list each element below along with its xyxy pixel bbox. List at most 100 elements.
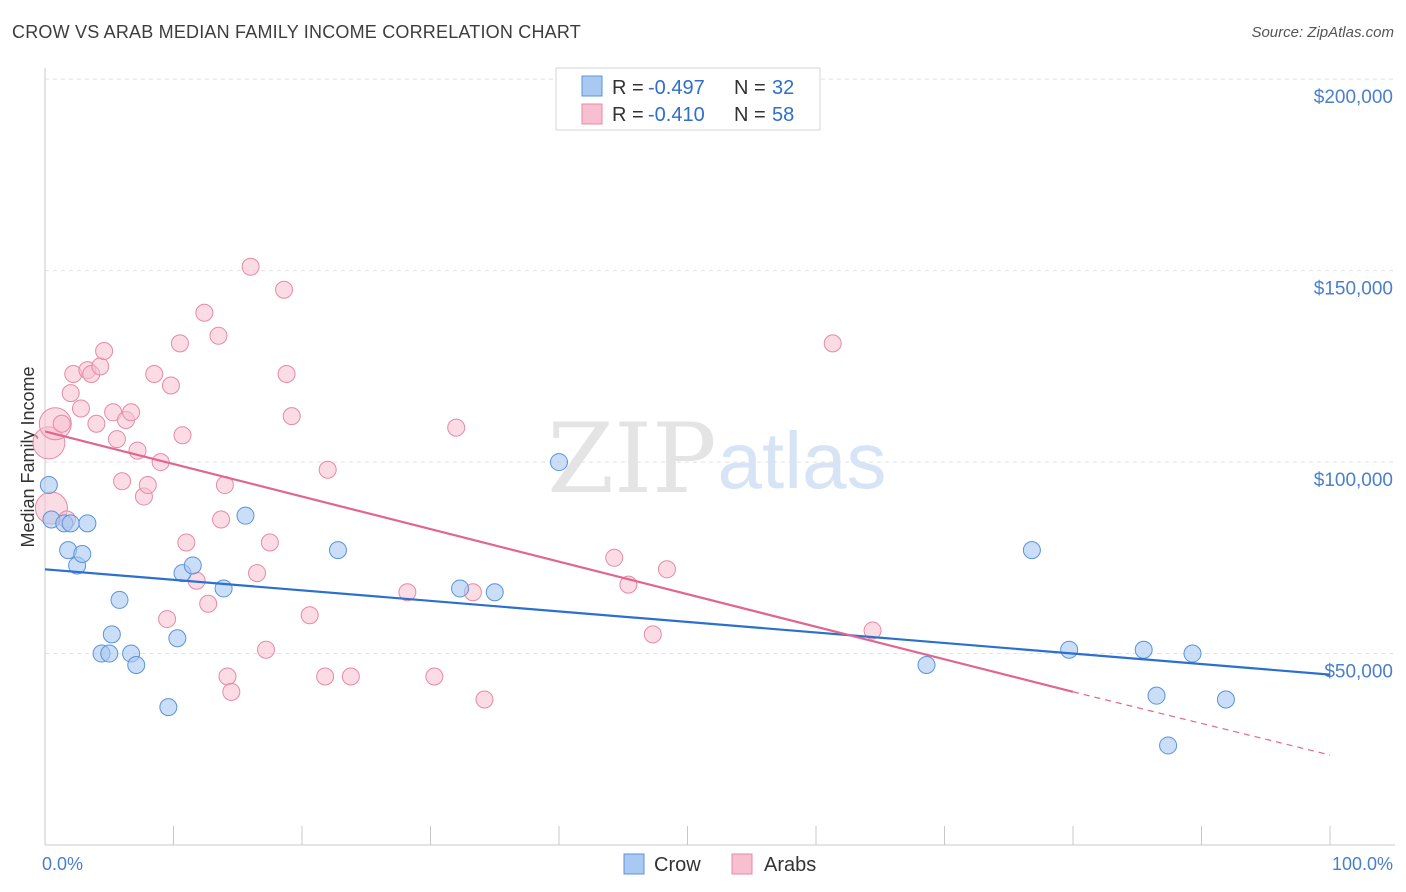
arab-point xyxy=(209,326,228,345)
x-tick-label: 100.0% xyxy=(1332,854,1393,874)
watermark: ZIP atlas xyxy=(547,403,886,515)
arab-point xyxy=(212,510,231,529)
crow-point xyxy=(102,625,121,644)
y-tick-label: $200,000 xyxy=(1314,87,1393,108)
bottom-legend: Crow Arabs xyxy=(623,853,816,876)
crow-point xyxy=(917,656,936,675)
bottom-legend-swatch-crow xyxy=(623,853,645,875)
legend-n-value-crow: 32 xyxy=(772,77,794,99)
legend-r-value-crow: -0.497 xyxy=(648,77,705,99)
legend-box: R = -0.497 N = 32 R = -0.410 N = 58 xyxy=(555,67,821,131)
arab-point xyxy=(277,365,296,383)
chart-source: Source: ZipAtlas.com xyxy=(1251,24,1394,41)
arab-point xyxy=(177,533,196,552)
arab-point xyxy=(248,564,267,583)
arab-point xyxy=(241,257,260,276)
crow-point xyxy=(1147,686,1166,705)
arab-point xyxy=(425,667,444,686)
crow-point xyxy=(127,656,146,675)
arab-point xyxy=(300,606,319,625)
arab-point xyxy=(61,384,80,403)
y-axis-label: Median Family Income xyxy=(18,366,38,547)
legend-swatch-arab xyxy=(581,103,603,125)
arab-point xyxy=(275,280,294,299)
arab-point xyxy=(222,682,241,701)
crow-point xyxy=(39,476,58,495)
arab-point xyxy=(605,548,624,567)
arab-trend-extension xyxy=(1072,691,1331,756)
arab-point xyxy=(199,594,218,613)
arab-point xyxy=(122,403,141,422)
y-tick-label: $150,000 xyxy=(1314,279,1393,300)
crow-point xyxy=(100,644,119,663)
crow-point xyxy=(183,556,202,575)
arab-point xyxy=(91,357,110,376)
crow-point xyxy=(328,541,347,560)
legend-n-value-arab: 58 xyxy=(772,104,794,126)
crow-point xyxy=(73,544,92,563)
arab-point xyxy=(260,533,279,552)
arab-point xyxy=(823,334,842,353)
legend-n-label-crow: N = xyxy=(734,77,766,99)
arab-point xyxy=(341,667,360,686)
crow-point xyxy=(1183,644,1202,663)
arab-point xyxy=(257,640,276,659)
y-tick-label: $100,000 xyxy=(1314,470,1393,491)
bottom-legend-arab: Arabs xyxy=(764,854,816,876)
crow-point xyxy=(1022,541,1041,560)
x-tick-labels: 0.0% 100.0% xyxy=(42,854,1393,874)
arab-point xyxy=(138,476,157,495)
crow-point xyxy=(550,453,568,472)
arab-trend-line xyxy=(44,430,1074,693)
crow-trend-line xyxy=(44,568,1331,676)
crow-point xyxy=(485,583,504,602)
legend-r-label-crow: R = xyxy=(612,77,644,99)
crow-point xyxy=(78,514,97,533)
crow-point xyxy=(1060,640,1079,659)
arab-point xyxy=(113,472,132,491)
arab-point xyxy=(447,418,466,437)
crow-point xyxy=(1134,640,1153,659)
arab-point xyxy=(398,583,417,602)
arab-point xyxy=(71,399,90,418)
legend-n-label-arab: N = xyxy=(734,104,766,126)
watermark-atlas: atlas xyxy=(718,416,887,505)
x-tick-label: 0.0% xyxy=(42,854,83,874)
crow-point xyxy=(168,629,187,648)
crow-point xyxy=(159,698,178,717)
trend-lines xyxy=(44,430,1331,756)
legend-r-label-arab: R = xyxy=(612,104,644,126)
legend-swatch-crow xyxy=(581,75,603,97)
arab-point xyxy=(195,303,214,322)
arab-point xyxy=(52,414,71,433)
chart-title: CROW VS ARAB MEDIAN FAMILY INCOME CORREL… xyxy=(12,22,581,42)
arab-point xyxy=(218,667,237,686)
grid-lines xyxy=(45,78,1395,655)
series-arabs xyxy=(32,257,882,709)
arab-point xyxy=(161,376,180,395)
bottom-legend-crow: Crow xyxy=(654,854,701,876)
arab-point xyxy=(87,414,106,433)
crow-point xyxy=(61,514,80,533)
crow-point xyxy=(451,579,470,598)
arab-point xyxy=(316,667,335,686)
crow-point xyxy=(110,590,129,609)
crow-point xyxy=(1159,736,1178,755)
arab-point xyxy=(95,342,114,361)
arab-point xyxy=(318,460,337,479)
arab-point xyxy=(282,407,301,426)
watermark-zip: ZIP xyxy=(547,403,716,515)
arab-point xyxy=(863,621,882,640)
arab-point xyxy=(107,430,126,449)
bottom-legend-swatch-arab xyxy=(731,853,753,875)
arab-point xyxy=(643,625,662,644)
arab-point xyxy=(475,690,494,709)
arab-point xyxy=(173,426,192,445)
legend-r-value-arab: -0.410 xyxy=(648,104,705,126)
crow-point xyxy=(236,506,255,525)
arab-point xyxy=(158,610,177,629)
crow-point xyxy=(1216,690,1235,709)
arab-point xyxy=(657,560,676,579)
arab-point xyxy=(145,365,164,383)
